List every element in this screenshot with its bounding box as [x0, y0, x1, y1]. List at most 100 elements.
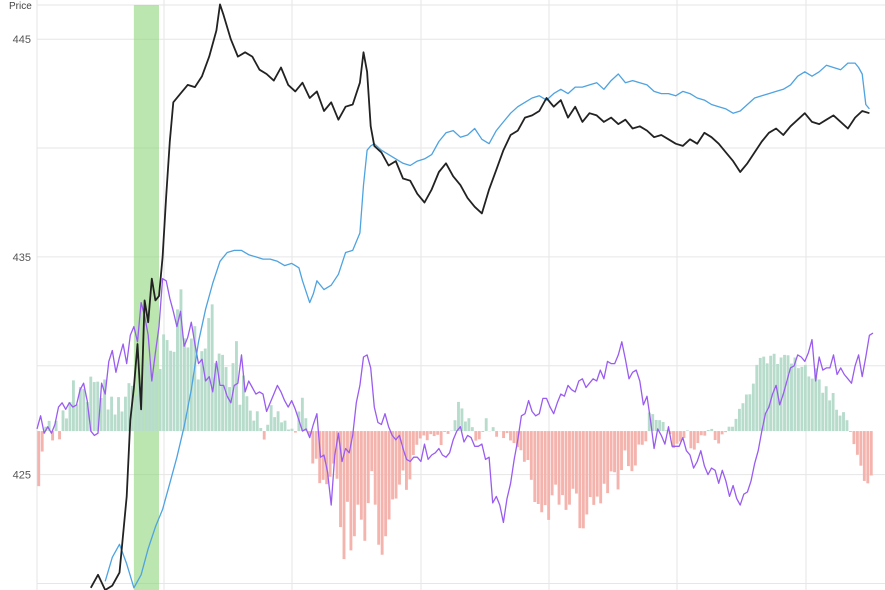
histogram-bar-negative	[623, 431, 627, 451]
histogram-bar-negative	[640, 431, 644, 445]
histogram-bar-positive	[727, 426, 731, 432]
histogram-bar-positive	[748, 394, 752, 432]
histogram-bar-negative	[314, 431, 318, 459]
histogram-bar-negative	[37, 431, 41, 487]
histogram-bar-negative	[363, 431, 367, 541]
histogram-bar-positive	[176, 309, 179, 432]
histogram-bar-positive	[255, 411, 259, 432]
histogram-bar-negative	[432, 431, 436, 437]
histogram-bar-negative	[578, 431, 582, 529]
histogram-bar-positive	[68, 401, 72, 432]
histogram-bar-negative	[547, 431, 551, 520]
histogram-bar-negative	[703, 431, 707, 436]
histogram-bar-negative	[349, 431, 353, 551]
histogram-bar-positive	[460, 408, 464, 432]
histogram-bar-positive	[61, 410, 65, 432]
histogram-bar-positive	[280, 422, 283, 432]
histogram-bar-positive	[484, 418, 488, 432]
histogram-bar-positive	[75, 404, 79, 432]
histogram-bar-positive	[217, 353, 221, 432]
histogram-bar-negative	[592, 431, 596, 505]
histogram-bar-positive	[287, 429, 290, 432]
histogram-bar-positive	[228, 387, 231, 432]
histogram-bar-positive	[179, 289, 183, 432]
histogram-bar-positive	[744, 394, 748, 432]
histogram-bar-positive	[838, 415, 842, 432]
histogram-bar-positive	[779, 357, 783, 432]
histogram-bar-positive	[706, 429, 710, 432]
histogram-bar-positive	[790, 363, 793, 432]
histogram-bar-negative	[561, 431, 564, 496]
histogram-bar-negative	[332, 431, 336, 464]
histogram-bar-positive	[654, 419, 658, 432]
histogram-bar-positive	[755, 364, 759, 432]
histogram-bar-negative	[446, 431, 450, 434]
histogram-bar-positive	[89, 376, 93, 432]
histogram-bar-positive	[99, 397, 103, 432]
histogram-bar-negative	[439, 431, 443, 446]
histogram-bar-positive	[248, 410, 252, 432]
histogram-bar-negative	[346, 431, 349, 502]
histogram-bar-positive	[241, 375, 245, 432]
histogram-bar-positive	[796, 368, 800, 432]
histogram-bar-negative	[474, 431, 478, 441]
histogram-bar-negative	[849, 431, 852, 432]
histogram-bar-negative	[571, 431, 575, 489]
grid-lines	[36, 0, 885, 590]
histogram-bar-positive	[765, 363, 769, 432]
histogram-bar-negative	[696, 431, 700, 444]
histogram-bar-positive	[71, 380, 75, 432]
histogram-bar-negative	[672, 431, 675, 449]
histogram-bar-positive	[106, 409, 110, 432]
histogram-bar-negative	[550, 431, 554, 496]
histogram-bar-negative	[51, 431, 55, 441]
histogram-bar-positive	[463, 421, 467, 432]
histogram-bar-positive	[210, 304, 214, 432]
histogram-bar-positive	[793, 357, 797, 432]
histogram-bar-positive	[186, 347, 190, 432]
histogram-bar-positive	[151, 374, 155, 432]
histogram-bar-negative	[262, 431, 266, 440]
histogram-bar-negative	[58, 431, 61, 440]
histogram-bar-positive	[189, 338, 193, 432]
histogram-bar-negative	[574, 431, 578, 494]
histogram-bar-negative	[869, 431, 873, 476]
histogram-bar-negative	[866, 431, 870, 484]
histogram-bar-negative	[522, 431, 526, 462]
histogram-bar-positive	[734, 418, 738, 432]
histogram-bar-positive	[65, 418, 68, 432]
histogram-bar-negative	[540, 431, 544, 513]
histogram-bar-negative	[717, 431, 721, 444]
histogram-bar-positive	[235, 341, 238, 432]
histogram-bar-negative	[477, 431, 481, 440]
histogram-bar-positive	[54, 420, 58, 432]
histogram-bar-positive	[842, 412, 845, 432]
histogram-bar-positive	[772, 353, 776, 432]
histogram-bar-negative	[852, 431, 856, 445]
histogram-bar-positive	[807, 376, 811, 432]
histogram-bar-negative	[505, 431, 509, 434]
histogram-bar-positive	[117, 397, 120, 432]
histogram-bar-positive	[453, 420, 457, 432]
histogram-bars	[37, 289, 873, 560]
histogram-bar-positive	[835, 409, 839, 432]
histogram-bar-positive	[120, 411, 124, 432]
benchmark-line	[104, 62, 870, 589]
histogram-bar-positive	[214, 363, 218, 432]
histogram-bar-positive	[193, 326, 197, 432]
histogram-bar-negative	[436, 431, 440, 435]
histogram-bar-positive	[92, 382, 96, 432]
histogram-bar-negative	[644, 431, 648, 442]
histogram-bar-positive	[814, 368, 818, 432]
histogram-bar-positive	[127, 383, 131, 432]
histogram-bar-negative	[606, 431, 610, 494]
histogram-bar-negative	[443, 431, 447, 432]
histogram-bar-positive	[196, 379, 200, 432]
histogram-bar-positive	[259, 428, 263, 432]
histogram-bar-negative	[588, 431, 592, 498]
histogram-bar-positive	[169, 350, 172, 432]
histogram-bar-negative	[675, 431, 679, 444]
histogram-bar-positive	[158, 369, 162, 432]
histogram-bar-positive	[78, 387, 82, 432]
